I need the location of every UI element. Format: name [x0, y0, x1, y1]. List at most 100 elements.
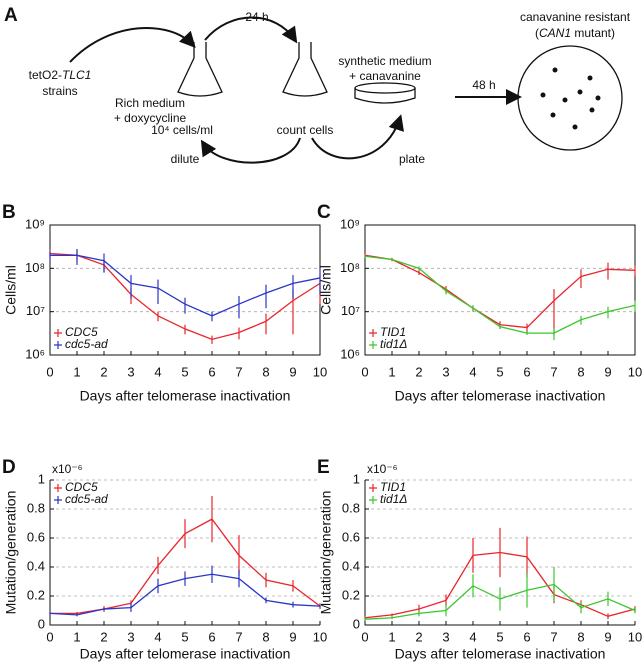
x-tick-label: 6: [523, 364, 530, 379]
legend-swatch: [54, 329, 62, 337]
legend-swatch: [54, 341, 62, 349]
x-tick-label: 9: [289, 629, 296, 644]
x-tick-label: 5: [181, 364, 188, 379]
axis-frame: [364, 224, 636, 356]
y-tick-label: 10⁹: [340, 216, 360, 231]
x-tick-label: 10: [628, 629, 642, 644]
axis-frame: [49, 224, 321, 356]
x-tick-label: 6: [208, 629, 215, 644]
x-tick-label: 4: [154, 629, 161, 644]
x-tick-label: 4: [469, 629, 476, 644]
x-tick-label: 4: [154, 364, 161, 379]
y-tick-label: 0.4: [342, 558, 360, 573]
y-tick-label: 0: [38, 616, 45, 631]
label: canavanine resistant: [520, 10, 631, 24]
x-tick-label: 1: [73, 629, 80, 644]
flask: [282, 42, 328, 97]
y-tick-label: 10⁶: [340, 346, 360, 361]
y-tick-label: 1: [38, 471, 45, 486]
x-tick-label: 9: [289, 364, 296, 379]
label: (CAN1 mutant): [535, 26, 615, 40]
x-tick-label: 8: [262, 364, 269, 379]
y-axis-title: Mutation/generation: [318, 491, 334, 615]
panel-a: [69, 16, 623, 164]
legend-swatch: [369, 484, 377, 492]
x-tick-label: 9: [604, 364, 611, 379]
x-tick-label: 0: [46, 629, 53, 644]
legend-swatch: [54, 484, 62, 492]
y-tick-label: 0.6: [342, 529, 360, 544]
y-tick-label: 10⁸: [340, 260, 360, 275]
arrow: [311, 114, 404, 160]
colonies: [540, 67, 601, 130]
label: + doxycycline: [114, 111, 187, 125]
x-tick-label: 10: [313, 629, 327, 644]
label-part: CAN1: [539, 26, 571, 40]
x-tick-label: 7: [550, 629, 557, 644]
label: synthetic medium: [338, 54, 431, 68]
x-tick-label: 1: [73, 364, 80, 379]
x-axis-title: Days after telomerase inactivation: [80, 388, 291, 404]
x-tick-label: 2: [100, 629, 107, 644]
label: + canavanine: [349, 69, 421, 83]
x-axis-title: Days after telomerase inactivation: [80, 646, 291, 662]
label: tetO2-TLC1: [29, 68, 92, 82]
y-tick-label: 10⁷: [341, 303, 360, 318]
dish: [354, 88, 416, 104]
x-tick-label: 7: [235, 364, 242, 379]
legend-label: CDC5: [65, 480, 98, 494]
legend-label: TID1: [380, 480, 406, 494]
legend-label: cdc5-ad: [65, 337, 108, 351]
y-tick-label: 0.8: [342, 500, 360, 515]
label: Rich medium: [115, 96, 185, 110]
x-tick-label: 2: [415, 364, 422, 379]
colony: [595, 95, 601, 101]
arrow: [200, 137, 301, 164]
axis-multiplier: x10⁻⁶: [52, 462, 83, 476]
y-tick-label: 0.6: [27, 529, 45, 544]
label: strains: [42, 84, 77, 98]
x-tick-label: 3: [127, 629, 134, 644]
x-tick-label: 0: [46, 364, 53, 379]
label: 10⁴ cells/ml: [151, 123, 213, 137]
x-tick-label: 6: [523, 629, 530, 644]
label: 48 h: [472, 78, 495, 92]
label-part: mutant): [571, 26, 615, 40]
y-tick-label: 10⁶: [25, 346, 45, 361]
label: dilute: [171, 152, 200, 166]
x-tick-label: 8: [262, 629, 269, 644]
legend-swatch: [369, 341, 377, 349]
panel-letter: D: [2, 457, 16, 478]
x-tick-label: 1: [388, 629, 395, 644]
dish: [354, 82, 416, 94]
x-axis-title: Days after telomerase inactivation: [395, 388, 606, 404]
colony: [562, 97, 568, 103]
panel-letter: B: [2, 202, 16, 223]
colony: [577, 89, 583, 95]
axis-frame: [49, 480, 320, 626]
y-tick-label: 10⁷: [26, 303, 45, 318]
colony: [587, 75, 593, 81]
y-axis-title: Cells/ml: [3, 265, 19, 315]
colony: [552, 67, 558, 73]
label-part: tetO2-: [29, 68, 62, 82]
y-tick-label: 0: [353, 616, 360, 631]
x-tick-label: 3: [442, 629, 449, 644]
axis-multiplier: x10⁻⁶: [367, 462, 398, 476]
legend-label: TID1: [380, 325, 406, 339]
y-tick-label: 10⁸: [25, 260, 45, 275]
x-tick-label: 7: [550, 364, 557, 379]
legend-swatch: [369, 496, 377, 504]
legend-label: cdc5-ad: [65, 492, 108, 506]
x-tick-label: 3: [442, 364, 449, 379]
y-tick-label: 0.2: [27, 587, 45, 602]
label: plate: [399, 152, 425, 166]
y-tick-label: 0.2: [342, 587, 360, 602]
x-tick-label: 2: [100, 364, 107, 379]
legend-label: CDC5: [65, 325, 98, 339]
plate: [517, 45, 623, 151]
arrow: [69, 27, 196, 63]
x-tick-label: 5: [181, 629, 188, 644]
colony: [550, 112, 556, 118]
panel-letter: C: [317, 202, 331, 223]
